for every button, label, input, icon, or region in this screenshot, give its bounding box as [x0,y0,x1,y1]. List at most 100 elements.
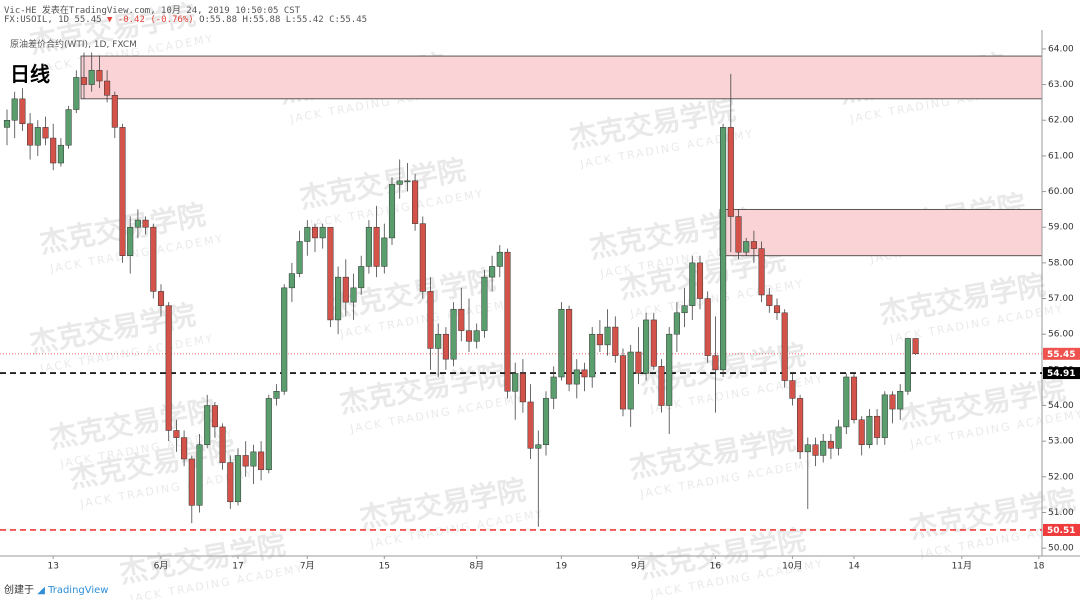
zone [719,208,1043,257]
candle-body [219,426,226,463]
candle-body [27,123,34,146]
candle-body [481,276,488,331]
candle-body [827,440,834,449]
brand: ◢ TradingView [37,585,109,596]
candle-body [797,398,804,453]
y-tick-label: 56.00 [1048,330,1074,340]
candle-body [897,391,904,410]
candle-body [720,127,727,371]
candle-body [250,451,257,467]
candle-body [535,444,542,449]
candle-body [234,455,242,503]
x-tick-label: 6月 [154,561,169,572]
y-tick-label: 63.00 [1048,80,1074,90]
candle-body [365,226,372,267]
candle-body [34,127,41,146]
level-label: 55.45 [1047,350,1075,360]
candle-body [704,298,711,356]
candle-body [242,455,249,467]
candle-body [265,398,272,470]
candle-body [727,127,734,217]
candle-body [258,451,265,470]
symbol: FX:USOIL, 1D 55.45 [4,15,102,25]
ohlc: O:55.88 H:55.88 L:55.42 C:55.45 [199,15,368,25]
candle-body [319,226,326,239]
candle-body [489,266,496,278]
candle-body [358,266,365,289]
y-tick-label: 60.00 [1048,187,1074,197]
candle-body [558,308,565,378]
candle-body [881,394,888,438]
candle-body [681,305,688,314]
candle-body [304,226,311,242]
candle-body [381,237,388,267]
candle-body [650,319,657,367]
candle-body [566,308,573,385]
candle-body [327,226,334,321]
candle-body [496,251,503,267]
candle-body [119,127,126,256]
author: Vic-HE 发表在TradingView.com, 10月 24, 2019 … [4,6,301,16]
y-tick-label: 58.00 [1048,258,1074,268]
candle-body [850,376,858,421]
y-tick-label: 62.00 [1048,116,1074,126]
candle-body [750,241,757,249]
x-tick-label: 13 [47,562,58,572]
candle-body [150,226,157,292]
candle-body [211,405,218,428]
candle-body [573,369,580,385]
level-tag [1043,367,1080,380]
x-tick-label: 16 [710,562,722,572]
x-tick-label: 8月 [469,561,484,572]
brand-name: TradingView [48,585,109,596]
candle-body [465,330,473,342]
candle-body [335,276,342,321]
x-tick-label: 9月 [631,561,646,572]
candle-body [73,77,80,110]
candle-body [581,369,588,378]
symbol-line: FX:USOIL, 1D 55.45 ▼ -0.42 (-0.76%) O:55… [4,15,367,25]
candle-body [288,273,295,289]
y-tick-label: 53.00 [1048,437,1074,447]
candle-body [3,119,11,128]
candle-body [712,355,719,371]
x-tick-label: 19 [556,562,568,572]
candle-body [635,351,642,374]
x-tick-label: 11月 [952,561,972,572]
candle-body [835,426,842,449]
candle-body [396,180,403,185]
y-tick-label: 64.00 [1048,44,1074,54]
candle-body [404,180,411,183]
x-tick-label: 7月 [300,561,315,572]
change: ▼ -0.42 (-0.76%) [106,15,194,25]
candle-body [342,276,349,303]
candle-body [111,95,118,128]
candle-body [65,109,72,146]
y-tick-label: 57.00 [1048,294,1074,304]
candle-body [804,444,811,453]
candle-body [373,226,380,267]
candle-body [388,184,396,239]
candle-body [281,287,288,392]
candle-body [427,291,434,349]
candle-body [812,444,819,456]
candle-body [604,326,611,346]
candle-body [589,333,596,378]
candle-body [419,223,426,292]
candle-body [696,262,704,299]
candle-body [789,380,796,399]
candle-body [889,394,896,410]
y-tick-label: 54.00 [1048,401,1074,411]
footer: 创建于 ◢ TradingView [4,581,108,596]
created: 创建于 [4,585,34,596]
candle-body [689,262,696,306]
candle-body [188,458,195,506]
zone [80,55,1043,100]
